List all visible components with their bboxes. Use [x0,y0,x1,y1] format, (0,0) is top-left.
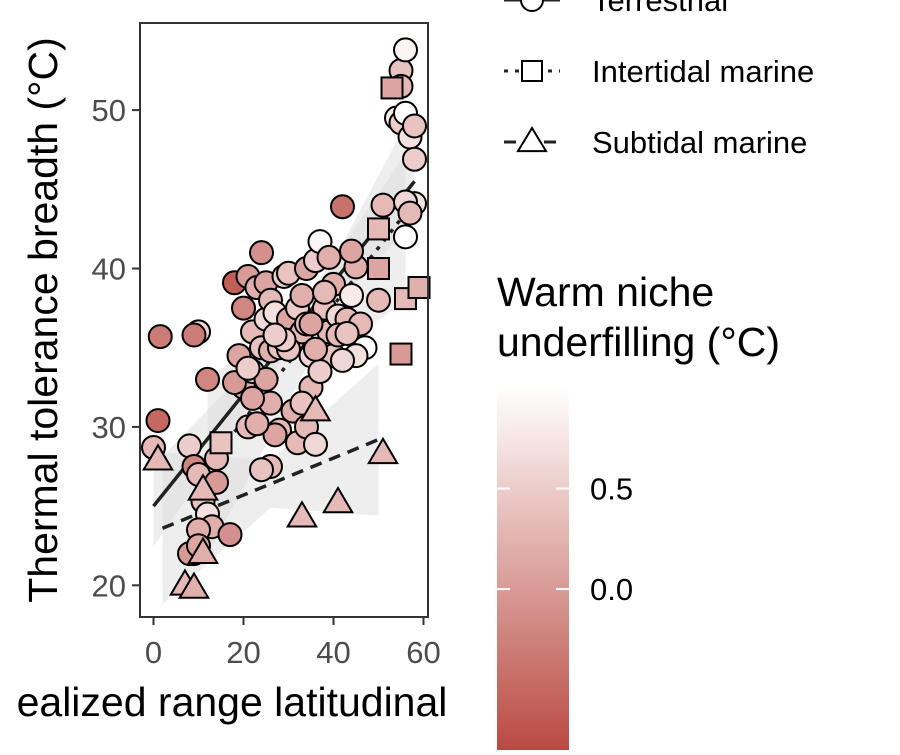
point-circle [330,347,355,373]
colorbar-tick-label: 0.5 [590,472,633,507]
point-circle [195,366,220,392]
x-tick-label: 40 [316,635,350,670]
point-square [389,342,413,366]
shape-legend: Terrestrial Intertidal marine Subtidal mar… [504,0,814,160]
y-tick-label: 20 [92,568,126,603]
y-axis-label: Thermal tolerance breadth (°C) [20,37,66,603]
legend-circle-icon [520,0,544,12]
point-circle [330,194,355,220]
colorbar-tick-label: 0.0 [590,572,633,607]
point-triangle [178,571,210,599]
x-tick-label: 20 [226,635,260,670]
legend-entry: Terrestrial [504,0,728,18]
point-circle [334,320,360,346]
point-circle [145,408,171,434]
point-circle [181,322,207,348]
legend-label: Intertidal marine [592,54,814,89]
point-circle [289,282,315,308]
point-circle [339,282,364,308]
point-circle [316,244,342,270]
point-circle [262,422,288,448]
point-circle [303,336,328,362]
point-circle [393,37,418,63]
point-triangle [322,485,354,514]
point-circle [244,411,270,437]
y-tick-label: 40 [92,252,126,287]
point-square [380,76,404,100]
legend-label: Subtidal marine [592,125,807,160]
ribbon-dashed [162,363,379,605]
color-legend-title-line2: underfilling (°C) [497,319,780,365]
point-circle [402,113,427,139]
point-circle [366,287,391,313]
point-square [209,431,233,455]
point-triangle [187,536,219,564]
point-circle [402,146,427,172]
point-circle [249,457,274,483]
point-circle [235,355,261,381]
x-axis-label: ealized range latitudinal [17,679,448,725]
point-triangle [286,500,318,528]
color-legend: Warm niche underfilling (°C) 0.5 0.0 [497,269,780,750]
point-triangle [299,394,332,422]
point-square [407,276,431,300]
point-triangle [187,473,219,501]
point-circle [240,385,265,411]
colorbar [497,388,569,750]
point-triangle [367,436,399,465]
y-tick-label: 30 [92,410,126,445]
plot-panel-border [139,22,429,618]
point-circle [249,240,274,266]
point-circle [253,366,279,392]
legend-triangle-icon [516,126,548,153]
point-circle [339,238,364,264]
data-points [141,37,431,599]
point-circle [217,522,243,548]
legend-entry: Subtidal marine [504,125,807,160]
point-triangle [142,443,174,471]
point-circle [312,279,337,305]
point-circle [303,431,328,457]
point-circle [262,322,288,348]
x-tick-label: 0 [145,635,162,670]
point-circle [393,224,418,250]
point-circle [307,358,333,384]
point-circle [370,192,396,218]
y-tick-label: 50 [92,93,126,128]
legend-entry: Intertidal marine [504,54,814,89]
point-circle [397,200,423,226]
point-circle [177,433,202,459]
point-square [367,257,390,281]
point-circle [231,295,256,321]
x-tick-label: 60 [406,635,440,670]
point-circle [298,311,324,337]
axes: 0 20 40 60 20 30 40 50 [92,93,441,670]
colorbar-ticks: 0.5 0.0 [497,472,633,607]
point-circle [147,324,173,350]
point-square [367,217,390,241]
legend-label: Terrestrial [592,0,728,18]
color-legend-title-line1: Warm niche [497,269,714,315]
legend-square-icon [521,60,543,82]
